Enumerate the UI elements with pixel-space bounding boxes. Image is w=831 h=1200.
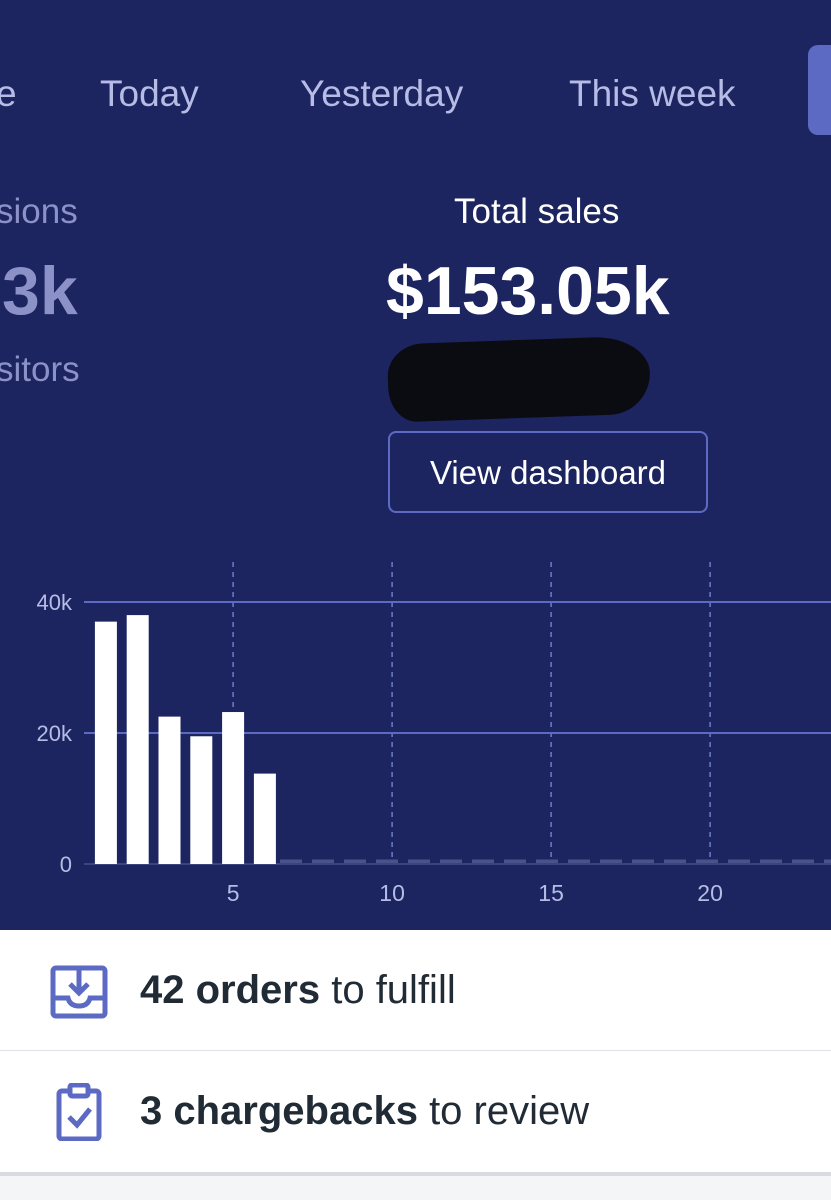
row-divider (0, 1050, 831, 1051)
x-tick-label-5: 5 (227, 880, 240, 906)
total-sales-label: Total sales (454, 192, 620, 231)
bar-day-5 (222, 712, 245, 864)
chargebacks-to-review-row[interactable]: 3 chargebacks to review (0, 1051, 831, 1171)
x-tick-label-15: 15 (538, 880, 564, 906)
sessions-label: sions (0, 192, 78, 231)
orders-to-fulfill-row[interactable]: 42 orders to fulfill (0, 930, 831, 1050)
redaction-scribble (386, 335, 652, 423)
visitors-label: sitors (0, 350, 80, 389)
tab-selected[interactable] (808, 45, 831, 135)
bar-day-3 (158, 716, 181, 864)
orders-count: 42 orders (140, 968, 321, 1012)
tab-partial[interactable]: e (0, 73, 17, 114)
x-tick-label-20: 20 (697, 880, 723, 906)
inbox-download-icon (50, 965, 108, 1019)
bar-day-2 (126, 615, 149, 864)
x-tick-label-10: 10 (379, 880, 405, 906)
total-sales-value: $153.05k (386, 253, 670, 329)
orders-to-fulfill-text: 42 orders to fulfill (140, 968, 456, 1013)
chargebacks-count: 3 chargebacks (140, 1089, 418, 1133)
bar-day-1 (94, 621, 117, 864)
y-tick-label-40k: 40k (37, 590, 73, 615)
y-tick-label-0: 0 (60, 852, 72, 877)
tab-this-week[interactable]: This week (569, 73, 736, 114)
chargebacks-to-review-text: 3 chargebacks to review (140, 1089, 589, 1134)
bar-day-4 (190, 736, 213, 864)
sessions-value: 3k (2, 253, 78, 329)
clipboard-check-icon (56, 1083, 102, 1141)
tab-today[interactable]: Today (100, 73, 199, 114)
bar-day-6 (253, 773, 276, 864)
orders-action: to fulfill (320, 968, 456, 1012)
view-dashboard-button[interactable]: View dashboard (388, 431, 708, 513)
sales-chart: 0 20k 40k 5 10 15 20 (37, 562, 831, 906)
chargebacks-action: to review (417, 1089, 590, 1133)
y-tick-label-20k: 20k (37, 721, 73, 746)
sales-overview-panel: e Today Yesterday This week sions 3k sit… (0, 0, 831, 930)
tab-yesterday[interactable]: Yesterday (300, 73, 464, 114)
task-list: 42 orders to fulfill 3 chargebacks to re… (0, 930, 831, 1172)
list-bottom-edge (0, 1172, 831, 1176)
